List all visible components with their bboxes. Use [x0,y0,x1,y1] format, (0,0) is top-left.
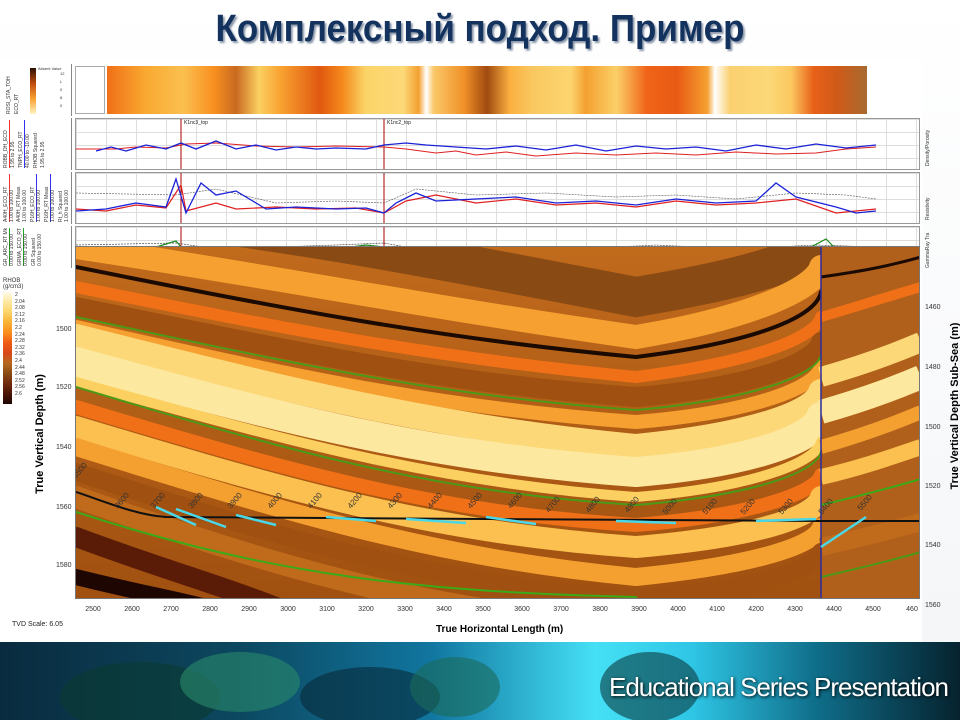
svg-text:K1nc3_top: K1nc3_top [184,120,208,126]
track-title-gamma: GammaRay Tra [925,232,931,268]
y-tick-left: 1500 [56,326,72,333]
curve-range-grma: 0.00 to 150.00 [23,234,29,266]
curve-range-gr-arc: 0.00 to 150.00 [9,234,15,266]
density-track-labels: ROBB_DH_ECO 1.95 to 2.95 TNPH_ECO_RT 40.… [0,118,72,170]
curve-range-a40h: 1.00 to 100.00 [9,190,15,222]
x-tick: 3900 [631,606,647,613]
image-track-legend-title: Absent Value [38,66,62,71]
curve-range-a40h-meas: 1.00 to 100.00 [22,190,28,222]
image-track-curve-label: ROSI_STA_TOH [6,76,12,114]
x-tick: 4400 [826,606,842,613]
image-track-colorbar [30,68,36,114]
rhob-legend-values: 2 2.04 2.08 2.12 2.16 2.2 2.24 2.28 2.32 2.36 2.4 2… [15,292,25,397]
x-tick: 4000 [670,606,686,613]
x-tick: 3000 [280,606,296,613]
y-tick-left: 1560 [56,504,72,511]
formation-layers: 3500 3600 3700 3800 3900 4000 4100 4200 … [76,247,919,598]
density-porosity-curves: K1nc3_top K1nc2_top [76,119,877,169]
y-tick-left: 1520 [56,384,72,391]
x-tick: 4300 [787,606,803,613]
x-tick: 4200 [748,606,764,613]
borehole-image-track [75,66,920,114]
track-title-density: Density/Porosity [925,129,931,166]
tvd-scale-label: TVD Scale: 6.05 [12,621,63,628]
x-tick: 3100 [319,606,335,613]
y-axis-title-right: True Vertical Depth Sub-Sea (m) [949,322,960,490]
x-tick: 460 [906,606,918,613]
y-tick-right: 1460 [925,304,941,311]
curve-label-robb: ROBB_DH_ECO [3,120,10,168]
x-tick: 3200 [358,606,374,613]
rhob-colorbar-legend: RHOB (g/cm3) 2 2.04 2.08 2.12 2.16 2.2 2.24 2.2… [3,278,39,404]
y-tick-right: 1480 [925,364,941,371]
rhob-colorbar [3,292,12,404]
curve-label-tnph: TNPH_ECO_RT [18,120,25,168]
x-tick: 3800 [592,606,608,613]
track-title-resistivity: Resistivity [925,197,931,220]
footer-text: Educational Series Presentation [608,672,949,702]
curve-range-rhob-squared: 1.95 to 2.95 [40,141,46,168]
x-tick: 2500 [85,606,101,613]
x-tick: 3600 [514,606,530,613]
x-tick: 3500 [475,606,491,613]
resistivity-curves [76,173,877,223]
well-interpretation-segments [155,505,867,549]
curve-range-robb: 1.95 to 2.95 [10,141,16,168]
x-tick: 2600 [124,606,140,613]
well-trajectory [76,491,919,522]
resistivity-track [75,172,920,224]
curve-range-p16h-meas: 1.00 to 100.00 [50,190,56,222]
y-tick-right: 1500 [925,424,941,431]
x-tick: 4500 [865,606,881,613]
footer-banner: Educational Series Presentation [0,642,960,720]
geological-section-plot: 3500 3600 3700 3800 3900 4000 4100 4200 … [75,246,920,599]
gamma-track-labels: GR_ARC_RT Mk 0.00 to 150.00 GRMA_ECO_RT … [0,226,72,268]
x-axis-title: True Horizontal Length (m) [436,624,564,635]
curve-range-gr-squared: 0.00 to 150.00 [37,234,43,266]
x-tick: 2800 [202,606,218,613]
x-tick: 3300 [397,606,413,613]
y-tick-left: 1580 [56,562,72,569]
x-tick: 4100 [709,606,725,613]
x-tick: 3700 [553,606,569,613]
resistivity-track-labels: A40H_ECO_RT 1.00 to 100.00 A40H_RT Meas … [0,172,72,224]
svg-text:K1nc2_top: K1nc2_top [387,120,411,126]
y-tick-right: 1540 [925,542,941,549]
x-tick: 2700 [163,606,179,613]
y-tick-right: 1520 [925,483,941,490]
curve-range-tnph: 40.00 to -10.00 [25,134,31,168]
density-porosity-track: K1nc3_top K1nc2_top [75,118,920,170]
image-track-scale: 12 L 0 8 0 [60,71,65,108]
x-tick: 3400 [436,606,452,613]
curve-label-rhob-squared: RHOB Squared [33,133,39,168]
rhob-legend-title: RHOB (g/cm3) [3,278,24,290]
x-tick: 2900 [241,606,257,613]
slide-title: Комплексный подход. Пример [215,8,745,50]
y-axis-title-left: True Vertical Depth (m) [34,374,46,494]
y-tick-right: 1560 [925,602,941,609]
image-track-label: ROSI_STA_TOH ECO_RT Absent Value 12 L 0 8 0 [0,64,72,116]
curve-range-rt-squared: 1.00 to 100.00 [64,190,70,222]
curve-range-p16h: 1.00 to 100.00 [36,190,42,222]
image-track-curve-sublabel: ECO_RT [14,93,20,114]
y-tick-left: 1540 [56,444,72,451]
